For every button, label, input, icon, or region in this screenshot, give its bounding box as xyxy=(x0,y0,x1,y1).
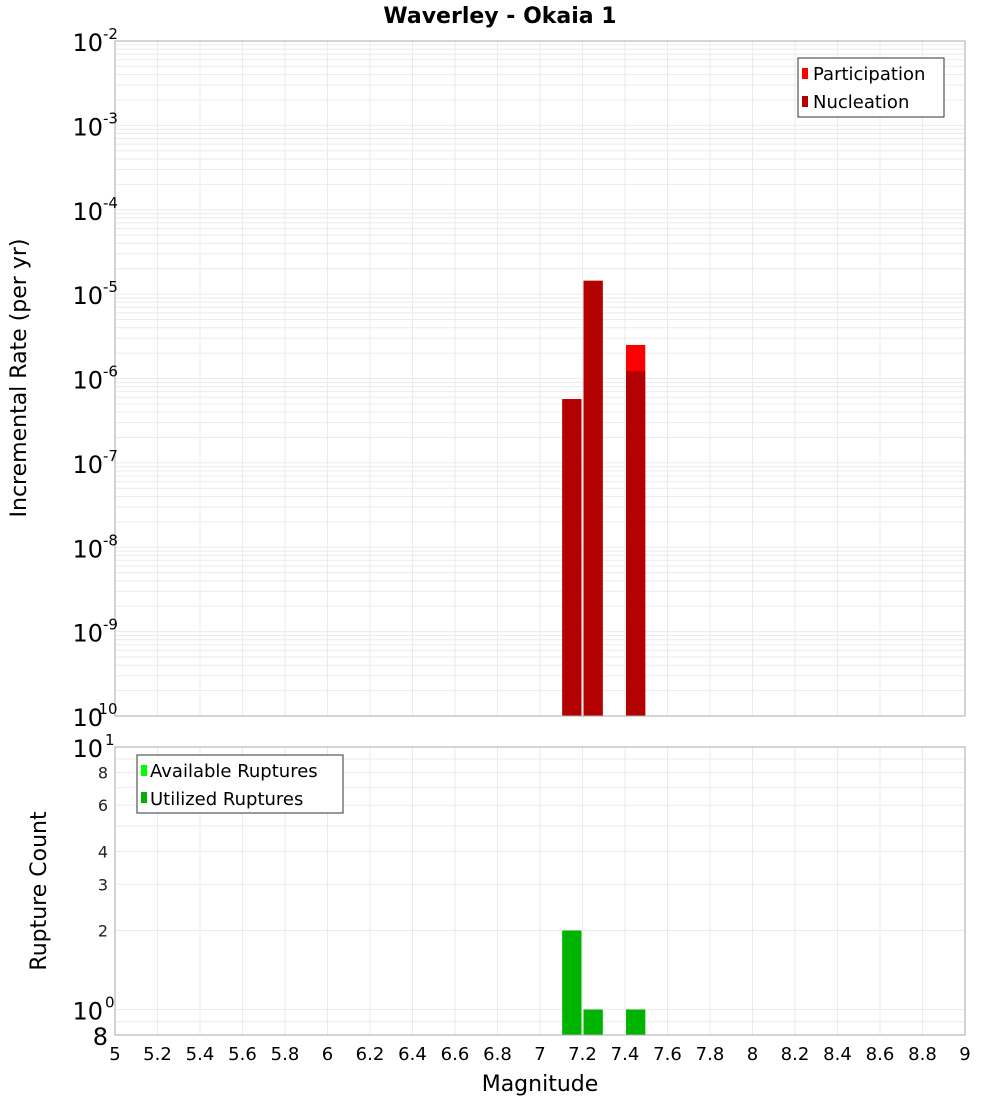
bottom-legend: Available Ruptures Utilized Ruptures xyxy=(136,754,344,814)
svg-text:6: 6 xyxy=(98,796,108,815)
y-tick-label: 6 xyxy=(98,796,108,815)
y-tick-label: 10 -6 xyxy=(72,363,118,395)
svg-text:4: 4 xyxy=(98,842,108,861)
svg-text:-3: -3 xyxy=(103,109,118,127)
svg-text:-5: -5 xyxy=(103,278,118,296)
x-axis-title: Magnitude xyxy=(482,1072,599,1097)
svg-text:1: 1 xyxy=(105,731,115,749)
top-y-axis-title: Incremental Rate (per yr) xyxy=(7,239,32,518)
y-tick-label: 10 0 xyxy=(72,994,114,1026)
legend-utilized-ruptures: Utilized Ruptures xyxy=(150,789,303,810)
bar-nucleation xyxy=(626,370,646,716)
x-tick-label: 8.4 xyxy=(823,1044,852,1065)
y-tick-label: 10 -9 xyxy=(72,616,118,648)
y-tick-label: 2 xyxy=(98,922,108,941)
x-tick-label: 7.4 xyxy=(611,1044,640,1065)
svg-text:-9: -9 xyxy=(103,616,118,634)
svg-text:0: 0 xyxy=(105,994,115,1012)
x-tick-label: 8.6 xyxy=(866,1044,895,1065)
bar-utilized-ruptures xyxy=(583,1009,603,1035)
top-gridlines xyxy=(115,41,966,716)
x-tick-label: 8 xyxy=(747,1044,758,1065)
svg-text:10: 10 xyxy=(72,113,103,141)
y-tick-label: 8 xyxy=(93,1023,108,1051)
svg-text:10: 10 xyxy=(72,704,103,732)
y-tick-label: 10-10 xyxy=(72,700,117,732)
legend-nucleation: Nucleation xyxy=(813,92,909,113)
x-tick-label: 8.8 xyxy=(908,1044,937,1065)
svg-text:10: 10 xyxy=(72,367,103,395)
y-tick-label: 10 -4 xyxy=(72,194,118,226)
x-axis-ticks: 5 5.2 5.4 5.6 5.8 6 6.2 6.4 6.6 6.8 7 7.2 7.4 7.6 7.8 8… xyxy=(109,1044,970,1065)
top-legend: Participation Nucleation xyxy=(797,57,945,118)
top-legend-box xyxy=(797,57,945,118)
x-tick-label: 8.2 xyxy=(781,1044,810,1065)
svg-text:2: 2 xyxy=(98,922,108,941)
x-tick-label: 7.8 xyxy=(696,1044,725,1065)
bar-utilized-ruptures xyxy=(562,930,582,1035)
x-tick-label: 6.2 xyxy=(356,1044,385,1065)
y-tick-label: 10 -3 xyxy=(72,109,118,141)
x-tick-label: 6.6 xyxy=(441,1044,470,1065)
participation-swatch-icon xyxy=(802,68,808,79)
svg-text:10: 10 xyxy=(72,198,103,226)
svg-text:8: 8 xyxy=(98,763,108,782)
bottom-legend-box xyxy=(136,754,344,814)
utilized-swatch-icon xyxy=(141,792,147,803)
y-tick-label: 10 -5 xyxy=(72,278,118,310)
top-plot-frame xyxy=(114,40,966,717)
x-tick-label: 9 xyxy=(959,1044,970,1065)
svg-text:3: 3 xyxy=(98,875,108,894)
x-tick-label: 5.4 xyxy=(186,1044,215,1065)
available-swatch-icon xyxy=(141,765,147,776)
y-tick-label: 10 -7 xyxy=(72,447,118,479)
nucleation-swatch-icon xyxy=(802,96,808,107)
top-panel-incremental-rate: 10-210-310-410-510-610-710-810 -910-10 In… xyxy=(7,25,966,732)
chart-title: Waverley - Okaia 1 xyxy=(383,4,616,29)
x-tick-label: 7.2 xyxy=(568,1044,597,1065)
y-tick-label: 4 xyxy=(98,842,108,861)
y-tick-label: 10 1 xyxy=(72,731,114,763)
bottom-plot-frame xyxy=(114,746,966,1036)
svg-text:10: 10 xyxy=(72,735,103,763)
top-bars xyxy=(562,280,646,716)
legend-participation: Participation xyxy=(813,64,925,85)
svg-text:-10: -10 xyxy=(93,700,118,718)
svg-text:-8: -8 xyxy=(103,531,118,549)
bar-nucleation xyxy=(583,280,603,716)
svg-text:10: 10 xyxy=(72,620,103,648)
y-tick-label: 8 xyxy=(98,763,108,782)
svg-text:10: 10 xyxy=(72,29,103,57)
y-tick-label: 3 xyxy=(98,875,108,894)
x-tick-label: 7.6 xyxy=(653,1044,682,1065)
bar-nucleation xyxy=(562,399,582,716)
x-tick-label: 5.2 xyxy=(143,1044,172,1065)
bar-utilized-ruptures xyxy=(626,1009,646,1035)
y-tick-label: 10 -8 xyxy=(72,531,118,563)
svg-text:-2: -2 xyxy=(103,25,118,43)
bottom-y-axis-title: Rupture Count xyxy=(27,811,52,971)
svg-text:8: 8 xyxy=(93,1023,108,1051)
x-tick-label: 5.6 xyxy=(228,1044,257,1065)
x-tick-label: 6.4 xyxy=(398,1044,427,1065)
x-tick-label: 6 xyxy=(322,1044,333,1065)
svg-text:-7: -7 xyxy=(103,447,118,465)
svg-text:-6: -6 xyxy=(103,363,118,381)
svg-text:10: 10 xyxy=(72,282,103,310)
x-tick-label: 7 xyxy=(534,1044,545,1065)
svg-text:10: 10 xyxy=(72,535,103,563)
bottom-bars xyxy=(562,930,646,1035)
top-y-axis-ticks: 10-210-310-410-510-610-710-810 -910-10 xyxy=(72,25,118,732)
x-tick-label: 6.8 xyxy=(483,1044,512,1065)
svg-text:10: 10 xyxy=(72,998,103,1026)
legend-available-ruptures: Available Ruptures xyxy=(150,761,318,782)
x-tick-label: 5 xyxy=(109,1044,120,1065)
x-tick-label: 5.8 xyxy=(271,1044,300,1065)
y-tick-label: 10 -2 xyxy=(72,25,118,57)
svg-text:10: 10 xyxy=(72,451,103,479)
svg-text:-4: -4 xyxy=(103,194,118,212)
